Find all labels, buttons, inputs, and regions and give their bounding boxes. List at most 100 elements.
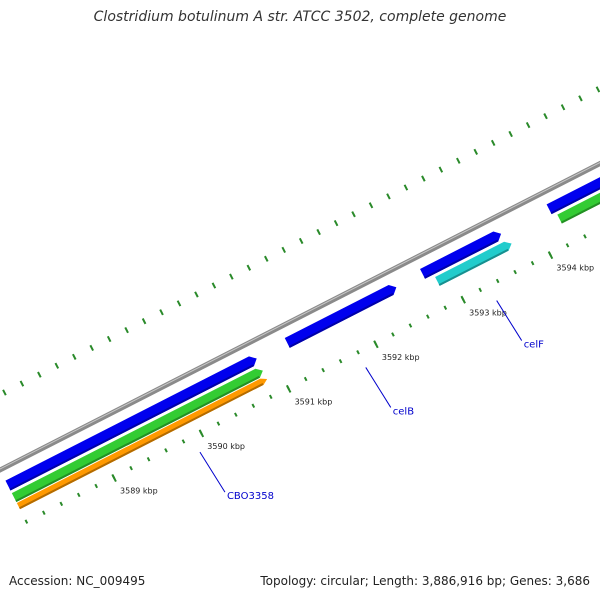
outer-track-tick [246,264,252,271]
outer-track-tick [89,344,94,352]
ruler-tick [234,412,238,417]
outer-track-tick [438,166,444,173]
outer-track-tick [141,318,147,325]
topology-label: Topology: circular; Length: 3,886,916 bp… [260,574,590,588]
gene-green-2-shade [560,201,600,224]
gene-a-shade [9,364,254,491]
gene-c-shade [424,239,499,279]
ruler-major-tick [460,295,466,304]
ruler-tick [495,278,500,284]
ruler-label: 3593 kbp [469,308,507,317]
ruler-tick [443,305,448,310]
genome-backbone-highlight [0,162,600,470]
gene-green-2-arrow [557,192,600,224]
gene-b-arrow [284,285,397,348]
outer-track-tick [403,184,409,191]
ruler-label: 3590 kbp [207,442,245,451]
ruler-label: 3589 kbp [120,487,158,496]
map-title: Clostridium botulinum A str. ATCC 3502, … [93,9,507,25]
outer-track-tick [490,139,496,147]
outer-track-tick [264,255,269,262]
gene-b-shade [288,293,394,348]
ruler-tick [303,376,308,382]
ruler-tick [146,457,151,462]
ruler-tick [251,403,256,409]
ruler-tick [129,465,133,471]
outer-track-tick [421,175,426,182]
gene-cyan-arrow [435,241,512,286]
outer-track-tick [560,104,566,111]
ruler-tick [426,314,430,319]
outer-track-tick [351,211,356,218]
ruler-label: 3594 kbp [556,264,594,273]
gene-c-arrow [420,231,502,279]
outer-track-tick [229,273,234,280]
ruler-tick [565,243,570,248]
ruler-tick [530,260,535,266]
ruler-tick [181,439,186,444]
ruler-major-tick [547,251,554,260]
gene-green-1-shade [15,375,260,503]
outer-track-tick [386,193,391,200]
ruler-tick [42,510,46,515]
gene-a-arrow [5,356,257,491]
gene-orange-arrow [16,378,268,510]
outer-track-tick [595,86,600,93]
ruler-tick [59,501,64,507]
ruler-major-tick [285,384,292,393]
ruler-tick [478,287,483,293]
outer-track-tick [106,335,112,343]
outer-track-tick [456,157,461,164]
gene-label: CBO3358 [227,491,274,502]
gene-label-leader [496,300,523,341]
gene-label: celF [524,340,544,351]
outer-track-tick [211,282,217,289]
outer-track-tick [298,237,304,245]
accession-label: Accession: NC_009495 [9,574,146,588]
outer-track-tick [54,362,60,369]
outer-track-tick [194,291,199,298]
ruler-label: 3592 kbp [382,353,420,362]
gene-label-leader [199,451,226,493]
outer-track-tick [473,148,479,155]
outer-track-tick [159,309,164,316]
ruler-tick [216,421,221,426]
ruler-major-tick [111,473,117,482]
ruler-tick [356,350,360,355]
outer-track-tick [578,95,583,102]
ruler-tick [513,269,517,275]
ruler-tick [583,234,587,239]
genome-backbone [0,160,600,473]
ruler-tick [24,519,29,524]
outer-track-tick [508,130,513,138]
gene-label-leader [365,367,392,408]
gene-orange-shade [19,383,264,510]
gene-d-arrow [546,177,600,215]
outer-track-tick [37,371,42,378]
ruler-major-tick [373,340,379,349]
ruler-tick [338,358,343,364]
outer-track-tick [124,326,129,334]
ruler-tick [164,448,168,453]
outer-track-tick [525,121,531,129]
ruler-tick [391,332,395,337]
outer-track-tick [19,380,25,387]
gene-label: celB [393,406,414,417]
gene-green-1-arrow [11,368,263,503]
outer-track-tick [72,353,77,360]
outer-track-tick [281,246,286,254]
gene-cyan-shade [438,248,509,286]
ruler-label: 3591 kbp [295,397,333,406]
ruler-tick [408,323,413,328]
ruler-major-tick [198,429,205,438]
ruler-tick [268,394,273,400]
ruler-tick [321,367,325,373]
ruler-tick [94,483,99,489]
outer-track-tick [2,389,7,396]
outer-track-tick [368,202,374,209]
gene-d-shade [550,187,600,215]
outer-track-tick [543,113,548,120]
ruler-tick [76,492,81,498]
outer-track-tick [333,220,339,227]
